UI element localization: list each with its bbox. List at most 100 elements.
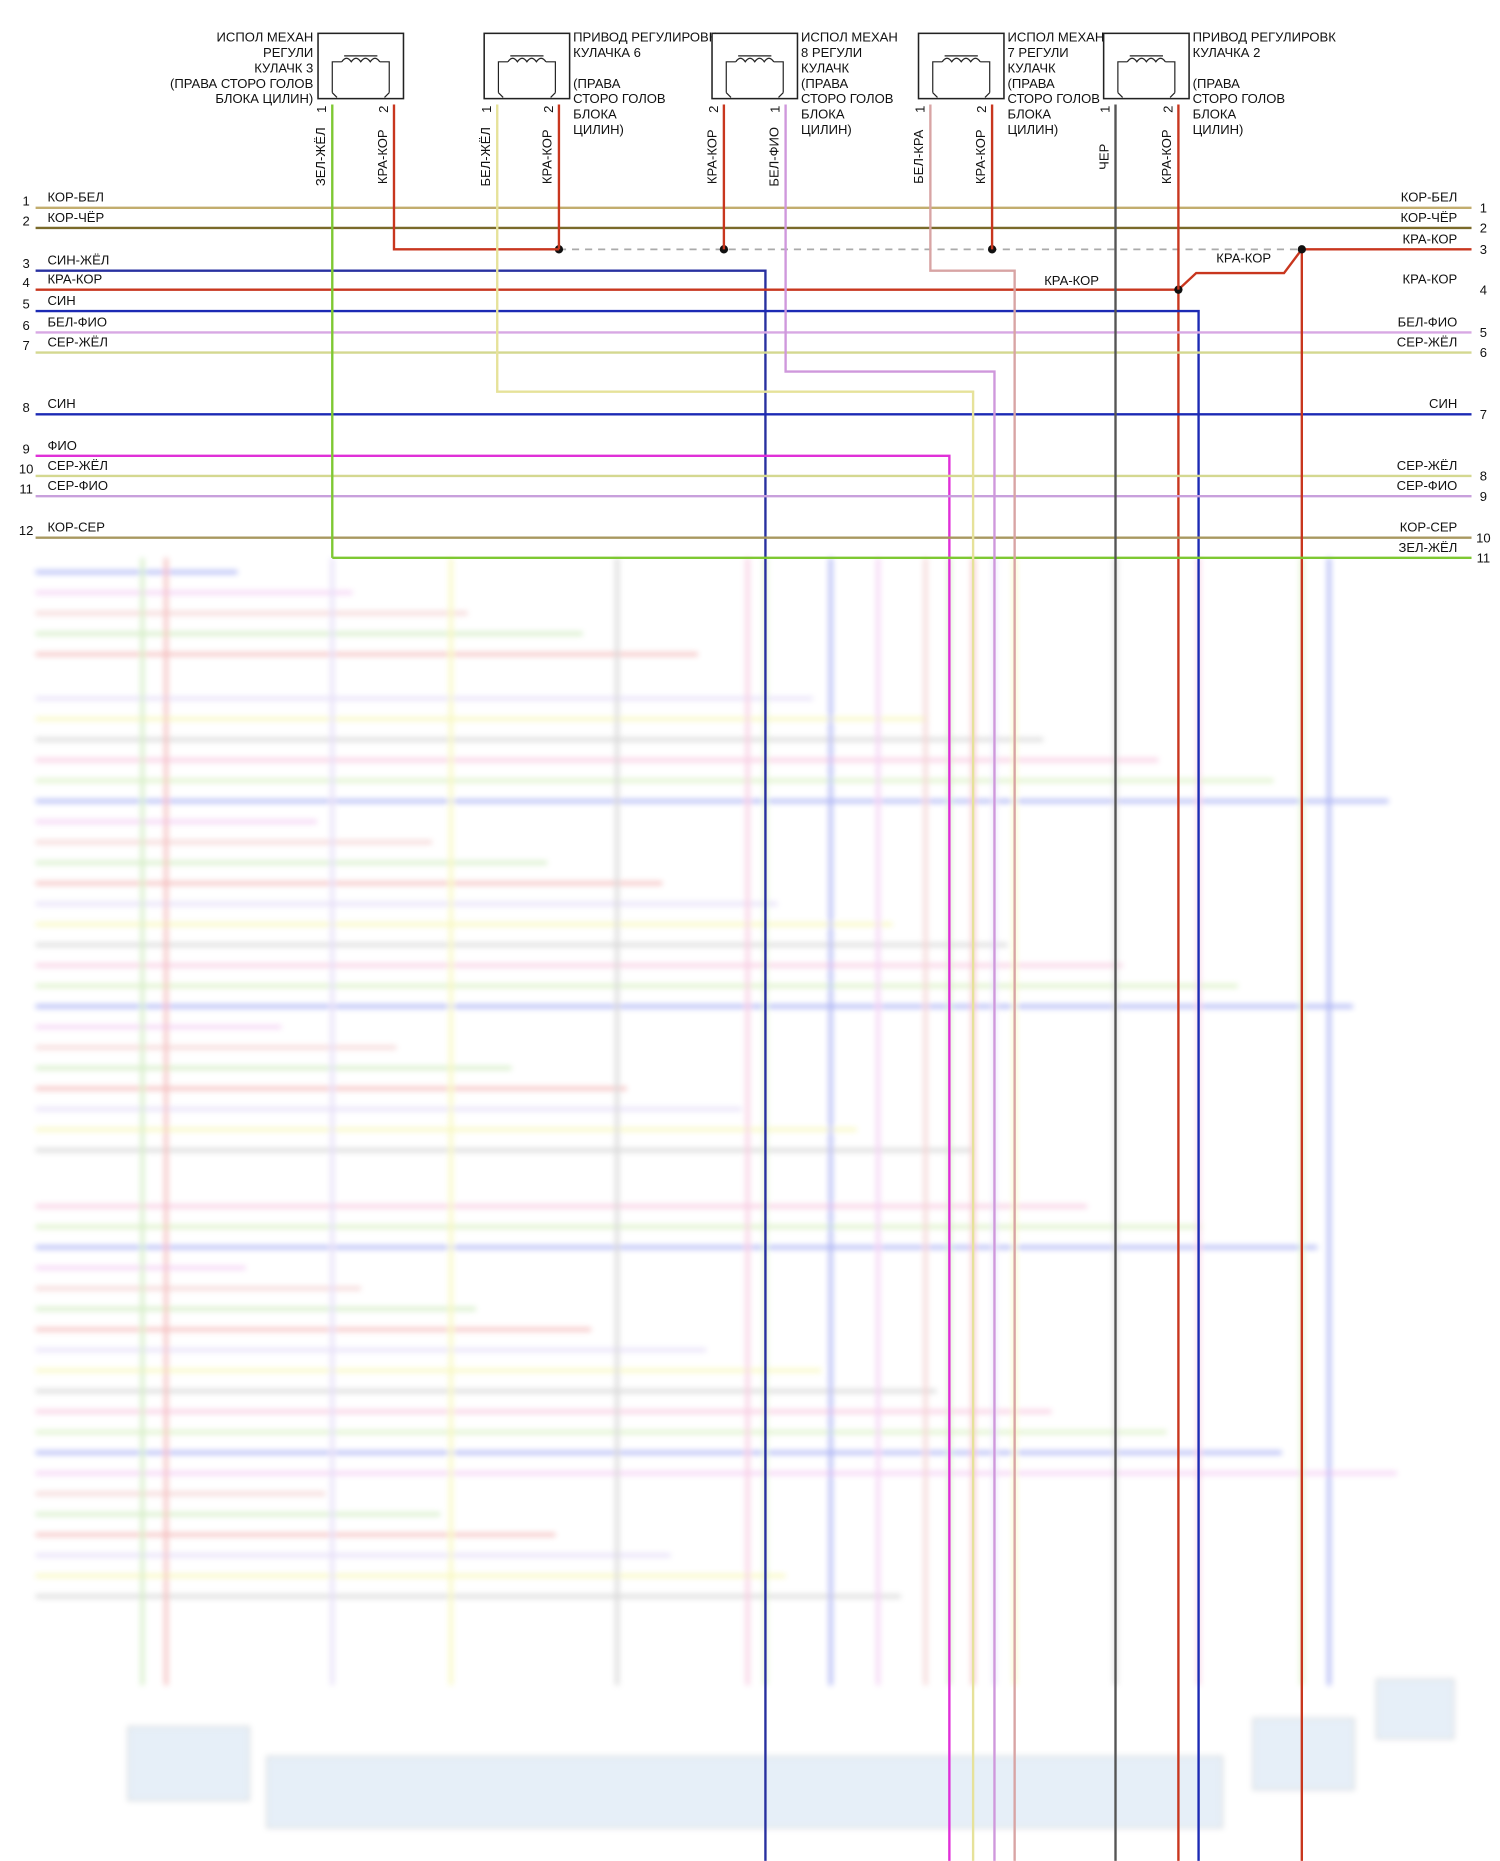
row-number: 12 (19, 523, 34, 538)
component-label: РЕГУЛИ (263, 45, 313, 60)
row-number: 6 (22, 318, 29, 333)
row-number: 5 (22, 297, 29, 312)
wire (392, 104, 559, 251)
pin-wire: ЧЕР (1096, 143, 1111, 169)
pin-wire: КРА-КОР (540, 129, 555, 184)
row-number: 1 (1480, 200, 1487, 215)
row-label: КОР-ЧЁР (47, 210, 104, 225)
component-label: БЛОКА (573, 107, 617, 122)
row-number: 1 (22, 193, 29, 208)
component-label: (ПРАВА (801, 76, 849, 91)
row-number: 8 (1480, 469, 1487, 484)
row-label: СЕР-ЖЁЛ (1397, 335, 1458, 350)
component-label: (ПРАВА (1193, 76, 1241, 91)
pin-wire: КРА-КОР (973, 129, 988, 184)
component-label: БЛОКА ЦИЛИН) (215, 91, 313, 106)
row-number: 4 (1480, 282, 1487, 297)
pin-number: 1 (1097, 106, 1112, 113)
component-label: СТОРО ГОЛОВ (801, 91, 894, 106)
component-label: КУЛАЧК (1008, 60, 1057, 75)
row-label: КОР-БЕЛ (1401, 190, 1457, 205)
component-label: КУЛАЧК (801, 60, 850, 75)
actuator (711, 32, 799, 100)
coil-icon (725, 55, 784, 98)
row-number: 3 (22, 256, 29, 271)
wire (35, 454, 951, 1861)
row-number: 7 (22, 338, 29, 353)
wire (929, 104, 1016, 1861)
sensor (1252, 1717, 1355, 1791)
wire (784, 104, 996, 1861)
junction (1297, 245, 1306, 254)
component-label: ЦИЛИН) (1008, 122, 1059, 137)
wire (35, 288, 1180, 1861)
sensor (1375, 1678, 1455, 1740)
labels: 1 КОР-БЕЛ 2 КОР-ЧЁР 3 СИН-ЖЁЛ 4 КРА-КОР 5 СИН 6 БЕЛ… (19, 30, 1491, 566)
component-label: (ПРАВА СТОРО ГОЛОВ (170, 76, 314, 91)
wire (496, 104, 975, 1861)
row-number: 11 (19, 482, 33, 497)
component-label: СТОРО ГОЛОВ (1008, 91, 1101, 106)
row-label: ФИО (47, 438, 76, 453)
component-label: ИСПОЛ МЕХАН (217, 30, 314, 45)
row-number: 10 (1476, 530, 1491, 545)
component-label: БЛОКА (1008, 107, 1052, 122)
component-label: ИСПОЛ МЕХАН (1008, 30, 1105, 45)
component-label: ИСПОЛ МЕХАН (801, 30, 898, 45)
component-label: ЦИЛИН) (573, 122, 624, 137)
pin-number: 2 (706, 106, 721, 113)
row-number: 2 (22, 213, 29, 228)
pin-number: 2 (376, 106, 391, 113)
row-label: КРА-КОР (47, 272, 102, 287)
row-number: 9 (1480, 489, 1487, 504)
row-label: СЕР-ЖЁЛ (47, 335, 108, 350)
row-label: СЕР-ФИО (1397, 478, 1458, 493)
component-label: КУЛАЧКА 2 (1193, 45, 1261, 60)
component-label: КУЛАЧКА 6 (573, 45, 641, 60)
actuator (1102, 32, 1190, 100)
blurred-area (35, 557, 1455, 1829)
pin-number: 1 (479, 106, 494, 113)
component-label: (ПРАВА (573, 76, 621, 91)
pin-number: 2 (541, 106, 556, 113)
wire (1177, 248, 1303, 291)
actuator (483, 32, 571, 100)
pin-number: 1 (912, 106, 927, 113)
row-label: КОР-ЧЁР (1401, 210, 1458, 225)
component-label: СТОРО ГОЛОВ (1193, 91, 1286, 106)
junction-label: КРА-КОР (1216, 250, 1271, 265)
row-number: 4 (22, 275, 29, 290)
row-number: 6 (1480, 345, 1487, 360)
pin-wire: ЗЕЛ-ЖЁЛ (313, 127, 328, 186)
row-label: СЕР-ЖЁЛ (1397, 458, 1458, 473)
pin-wire: БЕЛ-КРА (911, 129, 926, 184)
wire (35, 309, 1200, 1861)
row-label: СИН (1429, 396, 1457, 411)
pin-number: 2 (974, 106, 989, 113)
row-label: КОР-СЕР (1400, 520, 1458, 535)
row-label: КОР-БЕЛ (47, 190, 103, 205)
row-label: СЕР-ЖЁЛ (47, 458, 108, 473)
row-label: СИН-ЖЁЛ (47, 253, 109, 268)
row-label: СИН (47, 293, 75, 308)
row-label: СИН (47, 396, 75, 411)
row-label: ЗЕЛ-ЖЁЛ (1398, 540, 1457, 555)
row-number: 11 (1477, 551, 1491, 566)
component-label: ПРИВОД РЕГУЛИРОВК (573, 30, 717, 45)
component-label: БЛОКА (801, 107, 845, 122)
row-label: БЕЛ-ФИО (47, 314, 107, 329)
module (127, 1726, 250, 1801)
row-number: 3 (1480, 242, 1487, 257)
wires (35, 104, 1472, 1861)
junction-label: КРА-КОР (1044, 273, 1099, 288)
component-label: 7 РЕГУЛИ (1008, 45, 1069, 60)
pin-number: 2 (1160, 106, 1175, 113)
coil-icon (331, 55, 390, 98)
row-number: 10 (19, 462, 34, 477)
row-number: 9 (22, 441, 29, 456)
component-label: ЦИЛИН) (801, 122, 852, 137)
component-label: БЛОКА (1193, 107, 1237, 122)
row-label: СЕР-ФИО (47, 478, 108, 493)
row-number: 7 (1480, 407, 1487, 422)
